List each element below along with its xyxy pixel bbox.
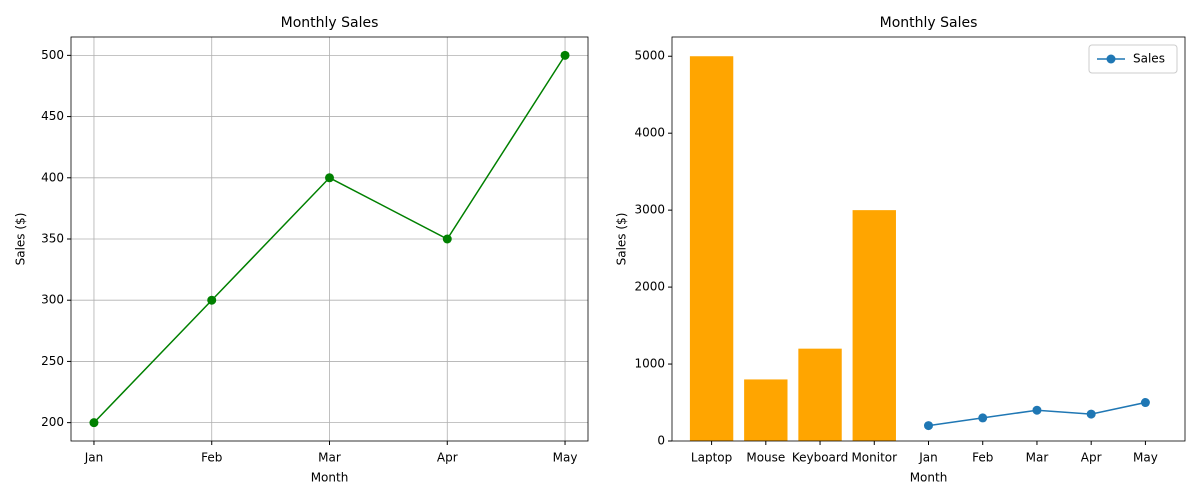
y-tick-label: 3000 (634, 203, 665, 217)
marker (1086, 409, 1096, 419)
x-tick-label: Feb (201, 451, 222, 465)
marker (1032, 405, 1042, 415)
y-tick-label: 0 (657, 434, 665, 448)
bar (744, 379, 788, 441)
y-tick-label: 500 (41, 48, 64, 62)
x-tick-label: Feb (972, 451, 993, 465)
plot-area (672, 37, 1185, 441)
x-tick-label: Mouse (746, 451, 785, 465)
x-tick-label: Monitor (851, 451, 897, 465)
marker (1140, 398, 1150, 408)
legend-label: Sales (1133, 52, 1165, 66)
bar (798, 348, 842, 441)
y-tick-label: 4000 (634, 126, 665, 140)
plot-frame (70, 36, 589, 442)
legend-marker (1106, 54, 1116, 64)
y-tick-label: 5000 (634, 49, 665, 63)
x-axis-label: Month (311, 471, 349, 485)
y-tick-label: 1000 (634, 357, 665, 371)
y-tick-label: 2000 (634, 280, 665, 294)
chart: 0 1000 2000 3000 4000 5000 Laptop Mouse Keyboard… (615, 15, 1186, 485)
y-tick-label: 400 (41, 170, 64, 184)
marker (560, 50, 570, 60)
y-tick-label: 250 (41, 354, 64, 368)
x-tick-label: Keyboard (792, 451, 848, 465)
marker (89, 418, 99, 428)
x-tick-label: May (1133, 451, 1158, 465)
plot-frame (671, 36, 1186, 442)
x-tick-label: Apr (1081, 451, 1102, 465)
y-tick-label: 350 (41, 232, 64, 246)
x-axis-label: Month (910, 471, 948, 485)
y-tick-label: 300 (41, 293, 64, 307)
marker (442, 234, 452, 244)
y-tick-label: 450 (41, 109, 64, 123)
legend-box (1088, 44, 1178, 74)
x-tick-label: Jan (84, 451, 104, 465)
x-tick-label: Mar (318, 451, 341, 465)
x-tick-label: May (553, 451, 578, 465)
y-axis-label: Sales ($) (14, 213, 28, 266)
chart: 200 250 300 350 400 450 500 Jan Feb Mar Apr May Mont… (14, 15, 589, 485)
bar (689, 56, 734, 441)
chart-title: Monthly Sales (281, 15, 379, 31)
y-tick-label: 200 (41, 415, 64, 429)
x-tick-label: Jan (918, 451, 938, 465)
marker (325, 173, 334, 183)
bar (852, 210, 896, 441)
marker (978, 413, 988, 423)
y-axis-label: Sales ($) (615, 213, 629, 266)
chart-title: Monthly Sales (880, 15, 978, 31)
x-tick-label: Mar (1026, 451, 1049, 465)
marker (924, 421, 933, 431)
x-tick-label: Apr (437, 451, 458, 465)
x-tick-label: Laptop (691, 451, 732, 465)
marker (207, 295, 217, 305)
